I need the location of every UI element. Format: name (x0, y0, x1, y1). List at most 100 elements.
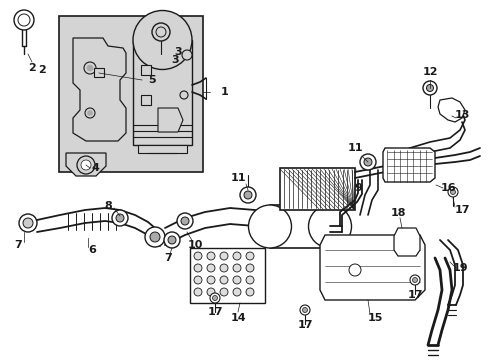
Text: 7: 7 (14, 240, 22, 250)
Text: 10: 10 (187, 240, 202, 250)
Circle shape (232, 276, 241, 284)
Bar (280, 168, 354, 210)
Polygon shape (138, 145, 186, 153)
Text: 8: 8 (104, 201, 112, 211)
Circle shape (447, 187, 457, 197)
Circle shape (112, 210, 128, 226)
Polygon shape (73, 38, 126, 141)
Text: 17: 17 (207, 307, 223, 317)
Bar (190, 248, 264, 303)
Text: 18: 18 (389, 208, 405, 218)
Bar (141, 95, 151, 105)
Text: 2: 2 (38, 65, 46, 75)
Circle shape (150, 232, 160, 242)
Polygon shape (66, 153, 106, 176)
Circle shape (194, 252, 202, 260)
Circle shape (220, 252, 227, 260)
Text: 1: 1 (221, 87, 228, 97)
Polygon shape (393, 228, 419, 256)
Circle shape (81, 160, 91, 170)
Circle shape (232, 288, 241, 296)
Circle shape (248, 205, 291, 248)
Text: 19: 19 (451, 263, 467, 273)
Circle shape (133, 10, 192, 69)
Circle shape (180, 91, 187, 99)
Circle shape (220, 276, 227, 284)
Circle shape (412, 278, 417, 283)
Text: 15: 15 (366, 313, 382, 323)
Text: 17: 17 (407, 290, 422, 300)
Circle shape (84, 62, 96, 74)
Bar (94, 68, 104, 77)
Circle shape (422, 81, 436, 95)
Text: 13: 13 (453, 110, 469, 120)
Circle shape (348, 264, 360, 276)
Circle shape (426, 85, 433, 91)
Circle shape (206, 288, 215, 296)
Circle shape (23, 218, 33, 228)
Circle shape (212, 296, 217, 301)
Polygon shape (319, 235, 424, 300)
Circle shape (85, 108, 95, 118)
Circle shape (245, 276, 253, 284)
Bar (59, 16, 203, 172)
Circle shape (232, 252, 241, 260)
Circle shape (152, 23, 170, 41)
Text: 4: 4 (91, 163, 99, 173)
Polygon shape (437, 98, 464, 122)
Circle shape (245, 252, 253, 260)
Circle shape (308, 205, 351, 248)
Circle shape (194, 288, 202, 296)
Text: 3: 3 (174, 47, 182, 57)
Circle shape (156, 27, 165, 37)
Circle shape (220, 264, 227, 272)
Circle shape (87, 111, 92, 116)
Polygon shape (158, 108, 183, 132)
Circle shape (209, 293, 220, 303)
Circle shape (145, 227, 164, 247)
Circle shape (245, 288, 253, 296)
Bar (133, 40, 192, 145)
Text: 6: 6 (88, 245, 96, 255)
Circle shape (240, 187, 256, 203)
Circle shape (302, 307, 307, 312)
Polygon shape (382, 148, 434, 182)
Bar (141, 65, 151, 75)
Text: 3: 3 (171, 55, 179, 65)
Text: 16: 16 (439, 183, 455, 193)
Circle shape (168, 236, 176, 244)
Circle shape (116, 214, 124, 222)
Circle shape (359, 154, 375, 170)
Circle shape (220, 288, 227, 296)
Circle shape (87, 65, 93, 71)
Text: 11: 11 (230, 173, 245, 183)
Text: 17: 17 (453, 205, 469, 215)
Circle shape (163, 232, 180, 248)
Text: 7: 7 (164, 253, 171, 263)
Circle shape (77, 156, 95, 174)
Bar (269, 205, 329, 248)
Circle shape (299, 305, 309, 315)
Circle shape (409, 275, 419, 285)
Circle shape (19, 214, 37, 232)
Text: 12: 12 (421, 67, 437, 77)
Circle shape (182, 50, 192, 60)
Circle shape (363, 158, 371, 166)
Circle shape (18, 14, 30, 26)
Circle shape (177, 213, 193, 229)
Text: 11: 11 (346, 143, 362, 153)
Circle shape (244, 191, 251, 199)
Circle shape (245, 264, 253, 272)
Circle shape (449, 189, 454, 194)
Circle shape (206, 276, 215, 284)
Circle shape (14, 10, 34, 30)
Text: 14: 14 (230, 313, 245, 323)
Circle shape (194, 264, 202, 272)
Circle shape (206, 264, 215, 272)
Text: 9: 9 (353, 183, 361, 193)
Text: 5: 5 (148, 75, 156, 85)
Text: 2: 2 (28, 63, 36, 73)
Circle shape (206, 252, 215, 260)
Circle shape (232, 264, 241, 272)
Text: 17: 17 (297, 320, 312, 330)
